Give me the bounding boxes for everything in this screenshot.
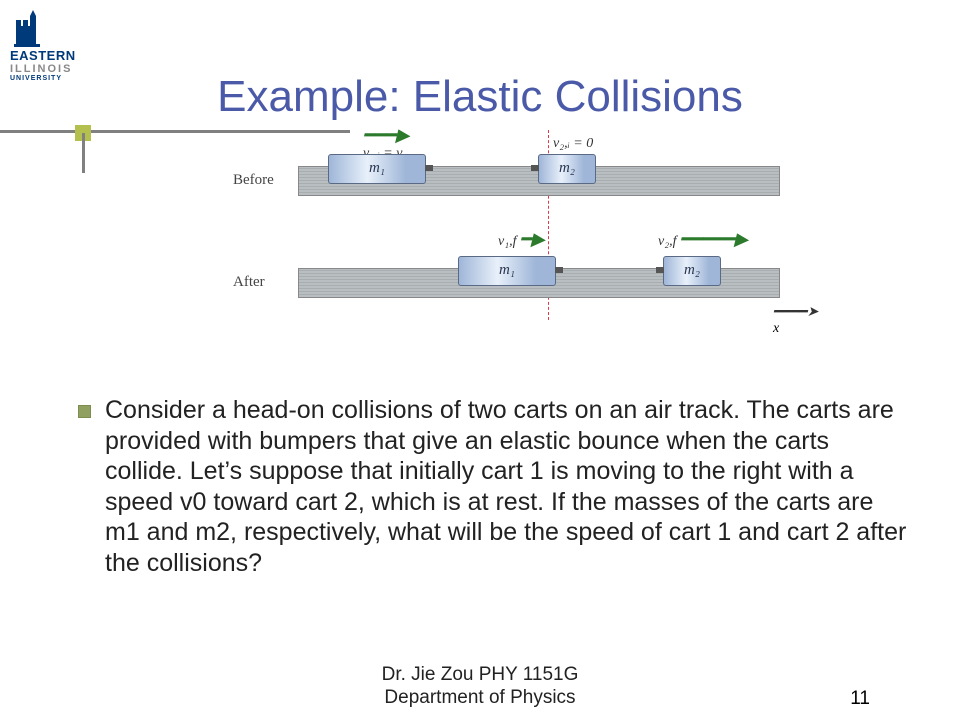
problem-statement: Consider a head-on collisions of two car… [78,395,908,578]
arrow-right-icon: ━━━▶ [363,125,409,145]
bumper-icon [555,267,563,273]
collision-diagram: Before ━━━▶ v₁,ᵢ = v₀ v₂,ᵢ = 0 m₁ m₂ Aft… [233,130,793,324]
x-axis-label: ━━━━➤ x [773,304,818,337]
arrow-right-icon: ━▶ [520,229,545,249]
slide-title: Example: Elastic Collisions [0,72,960,122]
before-row: Before ━━━▶ v₁,ᵢ = v₀ v₂,ᵢ = 0 m₁ m₂ [233,130,793,222]
logo-line1: EASTERN [10,48,110,63]
v2f-label: v₂,f ━━━━━▶ [658,234,748,250]
v1f-label: v₁,f ━▶ [498,234,545,250]
bumper-icon [531,165,539,171]
cart-m1-after: m₁ [458,256,556,286]
arrow-right-icon: ━━━━━▶ [680,229,748,249]
castle-icon [10,8,50,48]
after-label: After [233,274,265,291]
footer-line2: Department of Physics [384,687,575,708]
cart-m2-after: m₂ [663,256,721,286]
university-logo: EASTERN ILLINOIS UNIVERSITY [10,8,110,82]
footer-line1: Dr. Jie Zou PHY 1151G [382,664,579,685]
after-row: After v₁,f ━▶ v₂,f ━━━━━▶ m₁ m₂ ━━━━➤ x [233,232,793,324]
page-number: 11 [850,688,870,710]
before-label: Before [233,172,274,189]
v2i-label: v₂,ᵢ = 0 [553,136,593,152]
bullet-icon [78,405,91,418]
cart-m2-before: m₂ [538,154,596,184]
cart-m1-before: m₁ [328,154,426,184]
bumper-icon [425,165,433,171]
slide-footer: Dr. Jie Zou PHY 1151G Department of Phys… [0,663,960,711]
bumper-icon [656,267,664,273]
problem-text: Consider a head-on collisions of two car… [105,395,908,578]
